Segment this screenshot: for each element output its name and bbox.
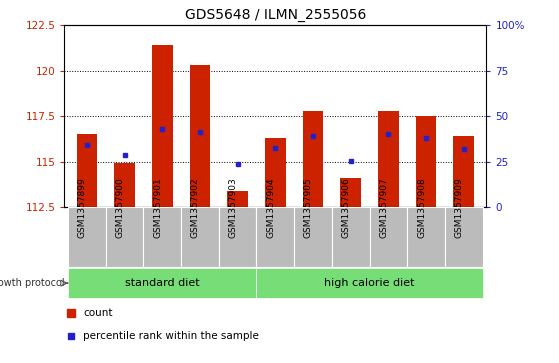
Title: GDS5648 / ILMN_2555056: GDS5648 / ILMN_2555056 — [184, 8, 366, 22]
Text: count: count — [83, 308, 113, 318]
Bar — [340, 178, 361, 207]
Bar — [265, 138, 286, 207]
Bar — [219, 207, 257, 267]
Bar — [68, 269, 257, 298]
Bar — [257, 269, 482, 298]
Bar — [152, 45, 173, 207]
Text: high calorie diet: high calorie diet — [324, 278, 415, 288]
Text: GSM1357907: GSM1357907 — [380, 178, 389, 238]
Bar — [181, 207, 219, 267]
Bar — [144, 207, 181, 267]
Text: growth protocol: growth protocol — [0, 278, 65, 288]
Bar — [257, 207, 294, 267]
Bar — [106, 207, 144, 267]
Bar — [407, 207, 445, 267]
Bar — [378, 111, 399, 207]
Text: GSM1357900: GSM1357900 — [116, 178, 125, 238]
Text: GSM1357905: GSM1357905 — [304, 178, 313, 238]
Text: GSM1357903: GSM1357903 — [229, 178, 238, 238]
Text: GSM1357909: GSM1357909 — [454, 178, 464, 238]
Bar — [369, 207, 407, 267]
Text: GSM1357902: GSM1357902 — [191, 178, 200, 238]
Text: standard diet: standard diet — [125, 278, 200, 288]
Text: GSM1357908: GSM1357908 — [417, 178, 426, 238]
Bar — [453, 136, 474, 207]
Bar — [114, 163, 135, 207]
Bar — [302, 111, 323, 207]
Text: GSM1357899: GSM1357899 — [78, 178, 87, 238]
Bar — [68, 207, 106, 267]
Bar — [416, 116, 437, 207]
Bar — [228, 191, 248, 207]
Bar — [190, 65, 210, 207]
Text: GSM1357906: GSM1357906 — [342, 178, 350, 238]
Bar — [445, 207, 482, 267]
Text: percentile rank within the sample: percentile rank within the sample — [83, 331, 259, 341]
Bar — [332, 207, 369, 267]
Bar — [77, 134, 97, 207]
Text: GSM1357901: GSM1357901 — [153, 178, 162, 238]
Text: GSM1357904: GSM1357904 — [266, 178, 275, 238]
Bar — [294, 207, 332, 267]
